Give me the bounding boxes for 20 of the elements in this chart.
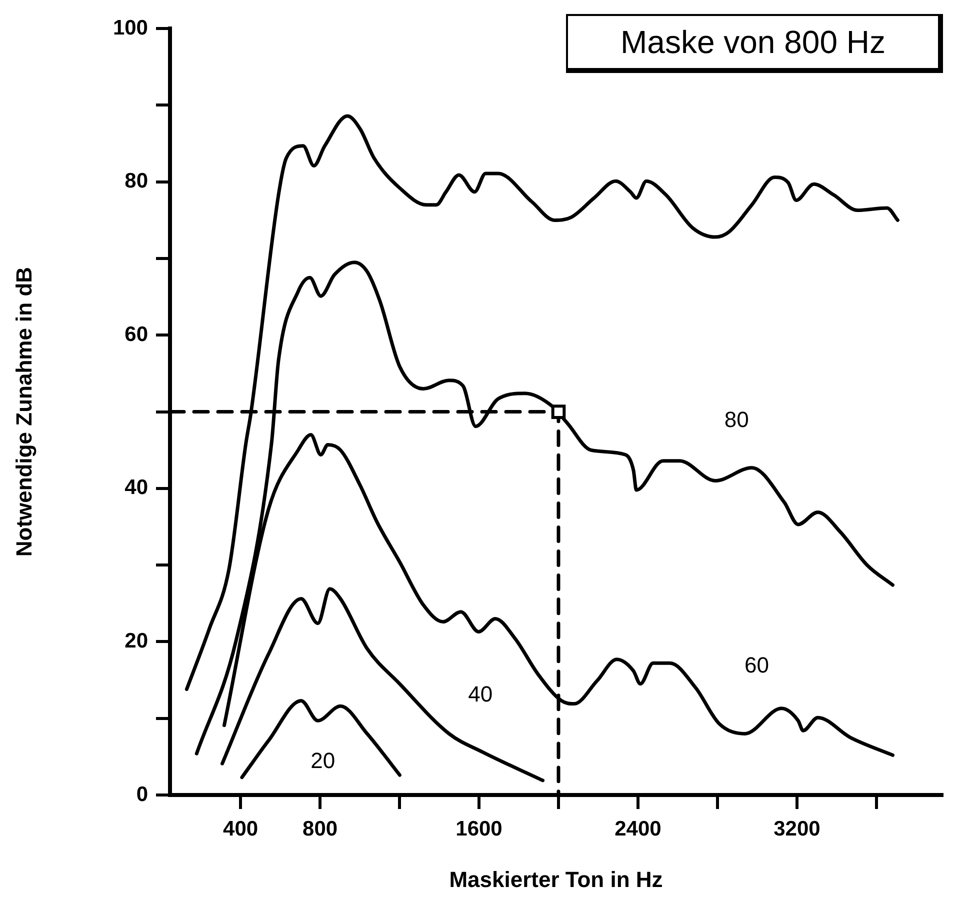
series-label: 80 — [724, 407, 749, 432]
line-series — [240, 698, 402, 780]
series-label: 20 — [310, 748, 336, 774]
series-label: 40 — [468, 681, 493, 706]
y-tick-label: 40 — [124, 476, 148, 500]
x-axis-title: Maskierter Ton in Hz — [449, 866, 663, 892]
series-label: 60 — [744, 652, 769, 678]
line-series — [220, 587, 545, 782]
y-tick-label: 80 — [124, 170, 148, 193]
y-axis-title: Notwendige Zunahme in dB — [11, 266, 36, 557]
x-tick-label: 800 — [302, 817, 338, 840]
x-tick-label: 400 — [223, 817, 258, 840]
y-tick-label: 100 — [112, 16, 148, 40]
y-tick-label: 0 — [136, 782, 148, 806]
y-tick-label: 20 — [124, 630, 148, 653]
y-tick-label: 60 — [124, 322, 148, 346]
x-tick-label: 2400 — [614, 817, 662, 840]
x-tick-label: 3200 — [774, 817, 820, 840]
chart-title: Maske von 800 Hz — [566, 14, 943, 73]
x-tick-label: 1600 — [456, 817, 502, 840]
